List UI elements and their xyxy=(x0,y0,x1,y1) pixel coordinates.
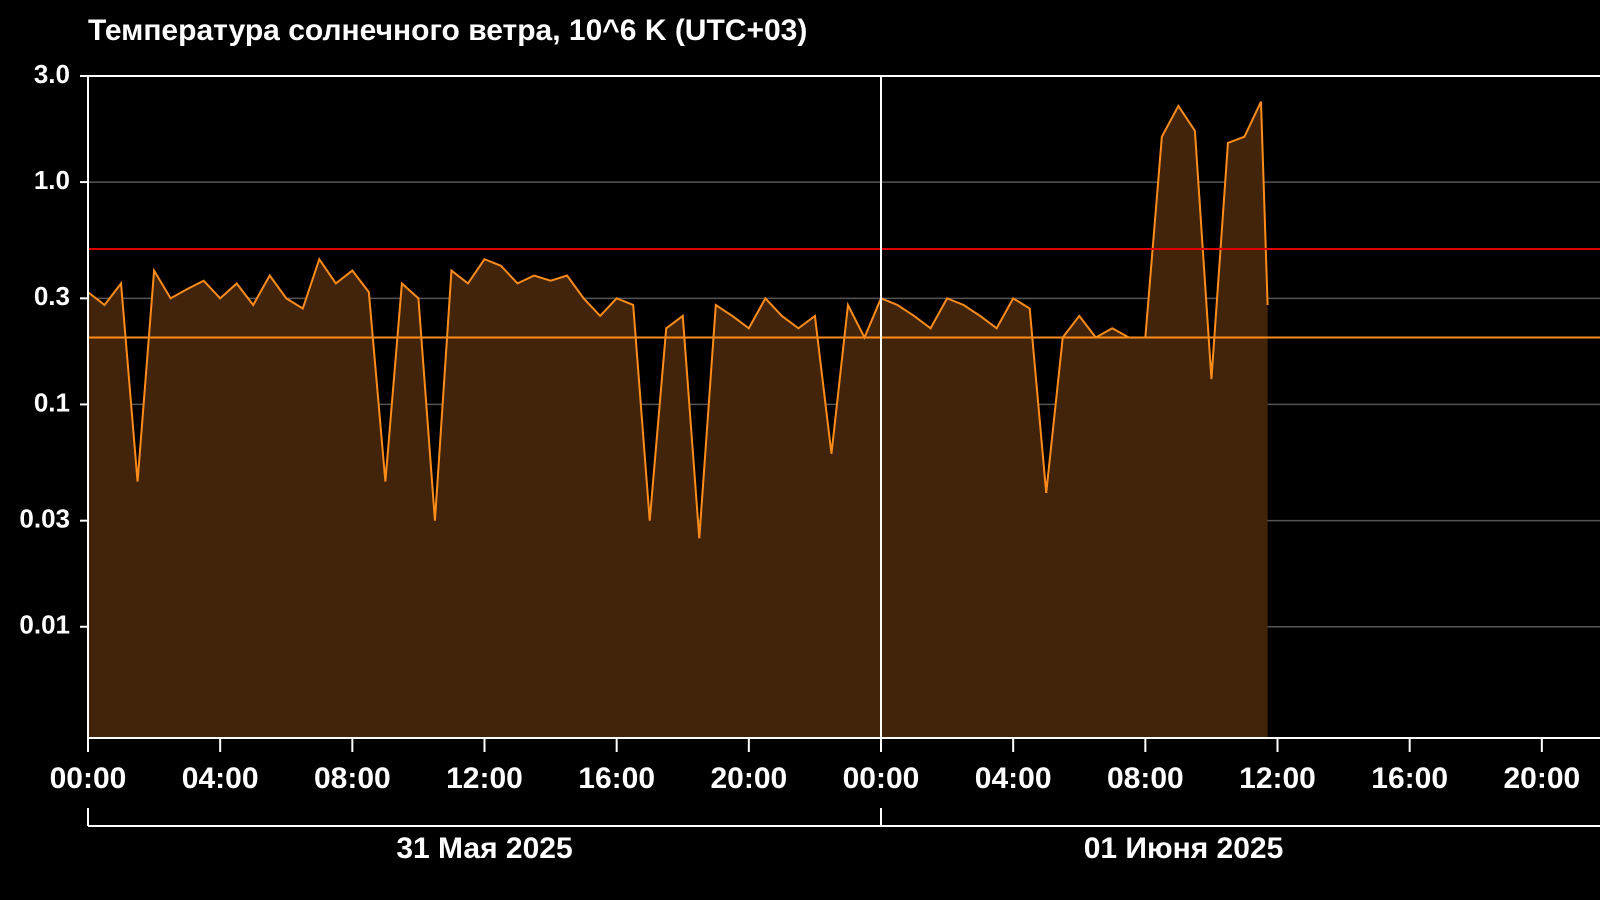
y-tick-label: 0.1 xyxy=(34,387,70,417)
x-tick-label: 20:00 xyxy=(1503,762,1580,795)
x-tick-label: 16:00 xyxy=(578,762,655,795)
group-label: 01 Июня 2025 xyxy=(1084,832,1284,865)
y-tick-label: 1.0 xyxy=(34,165,70,195)
y-tick-label: 3.0 xyxy=(34,59,70,89)
y-tick-label: 0.01 xyxy=(19,610,70,640)
line xyxy=(87,101,1269,539)
y-tick-label: 0.03 xyxy=(19,504,70,534)
area xyxy=(88,101,1268,738)
x-tick-label: 04:00 xyxy=(975,762,1052,795)
group-label: 31 Мая 2025 xyxy=(396,832,572,865)
x-tick-label: 04:00 xyxy=(182,762,259,795)
x-tick-label: 16:00 xyxy=(1371,762,1448,795)
x-tick-label: 00:00 xyxy=(843,762,920,795)
x-tick-label: 20:00 xyxy=(710,762,787,795)
x-tick-label: 08:00 xyxy=(1107,762,1184,795)
x-tick-label: 12:00 xyxy=(446,762,523,795)
x-tick-label: 00:00 xyxy=(50,762,127,795)
x-tick-label: 08:00 xyxy=(314,762,391,795)
y-tick-label: 0.3 xyxy=(34,281,70,311)
chart-title: Температура солнечного ветра, 10^6 K (UT… xyxy=(88,14,807,47)
x-tick-label: 12:00 xyxy=(1239,762,1316,795)
